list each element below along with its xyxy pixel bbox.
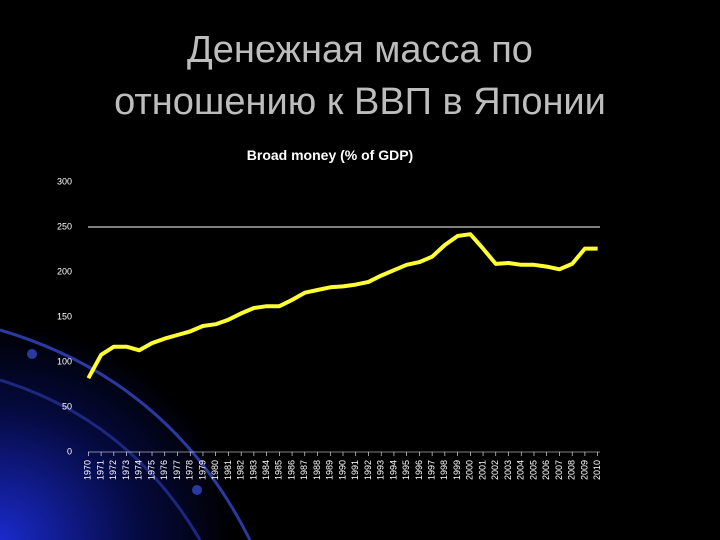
decor-arc <box>0 378 202 540</box>
data-line <box>86 232 598 380</box>
x-tick-label: 1977 <box>172 460 182 480</box>
x-tick-label: 1992 <box>363 460 373 480</box>
x-tick-label: 1986 <box>286 460 296 480</box>
x-tick-label: 2007 <box>554 460 564 480</box>
x-tick-label: 1996 <box>414 460 424 480</box>
x-tick-label: 1991 <box>350 460 360 480</box>
x-tick-label: 1978 <box>185 460 195 480</box>
x-tick-label: 2001 <box>477 460 487 480</box>
x-tick-label: 2006 <box>541 460 551 480</box>
x-tick-label: 1975 <box>146 460 156 480</box>
x-tick-label: 1983 <box>248 460 258 480</box>
background-glow <box>0 300 260 540</box>
x-tick-label: 1982 <box>236 460 246 480</box>
x-tick-label: 1988 <box>312 460 322 480</box>
decor-dot <box>192 485 202 495</box>
y-tick-label: 300 <box>57 176 72 186</box>
chart-title: Broad money (% of GDP) <box>247 147 413 163</box>
x-tick-label: 1984 <box>261 460 271 480</box>
y-tick-label: 150 <box>57 311 72 321</box>
x-tick-label: 1995 <box>401 460 411 480</box>
x-tick-label: 2000 <box>465 460 475 480</box>
x-tick-label: 2010 <box>592 460 602 480</box>
x-tick-label: 1980 <box>210 460 220 480</box>
x-tick-label: 1994 <box>388 460 398 480</box>
x-tick-label: 2008 <box>567 460 577 480</box>
decor-arc <box>0 328 252 540</box>
x-tick-label: 1999 <box>452 460 462 480</box>
x-tick-label: 1997 <box>426 460 436 480</box>
x-tick-label: 1976 <box>159 460 169 480</box>
y-tick-label: 50 <box>62 401 72 411</box>
x-tick-label: 1979 <box>197 460 207 480</box>
y-tick-label: 250 <box>57 221 72 231</box>
x-tick-label: 1985 <box>274 460 284 480</box>
x-tick-label: 2002 <box>490 460 500 480</box>
y-tick-label: 200 <box>57 266 72 276</box>
x-tick-label: 1998 <box>439 460 449 480</box>
x-tick-label: 2004 <box>516 460 526 480</box>
x-tick-label: 1972 <box>108 460 118 480</box>
x-tick-label: 2003 <box>503 460 513 480</box>
y-tick-label: 0 <box>67 446 72 456</box>
decor-dot <box>27 349 37 359</box>
x-tick-label: 2009 <box>579 460 589 480</box>
x-tick-label: 1971 <box>95 460 105 480</box>
slide-title: отношению к ВВП в Японии <box>114 81 606 123</box>
x-tick-label: 1987 <box>299 460 309 480</box>
x-tick-label: 1981 <box>223 460 233 480</box>
x-tick-label: 1989 <box>325 460 335 480</box>
y-tick-label: 100 <box>57 356 72 366</box>
x-tick-label: 1993 <box>376 460 386 480</box>
x-tick-label: 2005 <box>528 460 538 480</box>
x-tick-label: 1973 <box>121 460 131 480</box>
slide-title: Денежная масса по <box>187 29 533 71</box>
x-tick-label: 1990 <box>337 460 347 480</box>
x-tick-label: 1970 <box>83 460 93 480</box>
x-tick-label: 1974 <box>134 460 144 480</box>
